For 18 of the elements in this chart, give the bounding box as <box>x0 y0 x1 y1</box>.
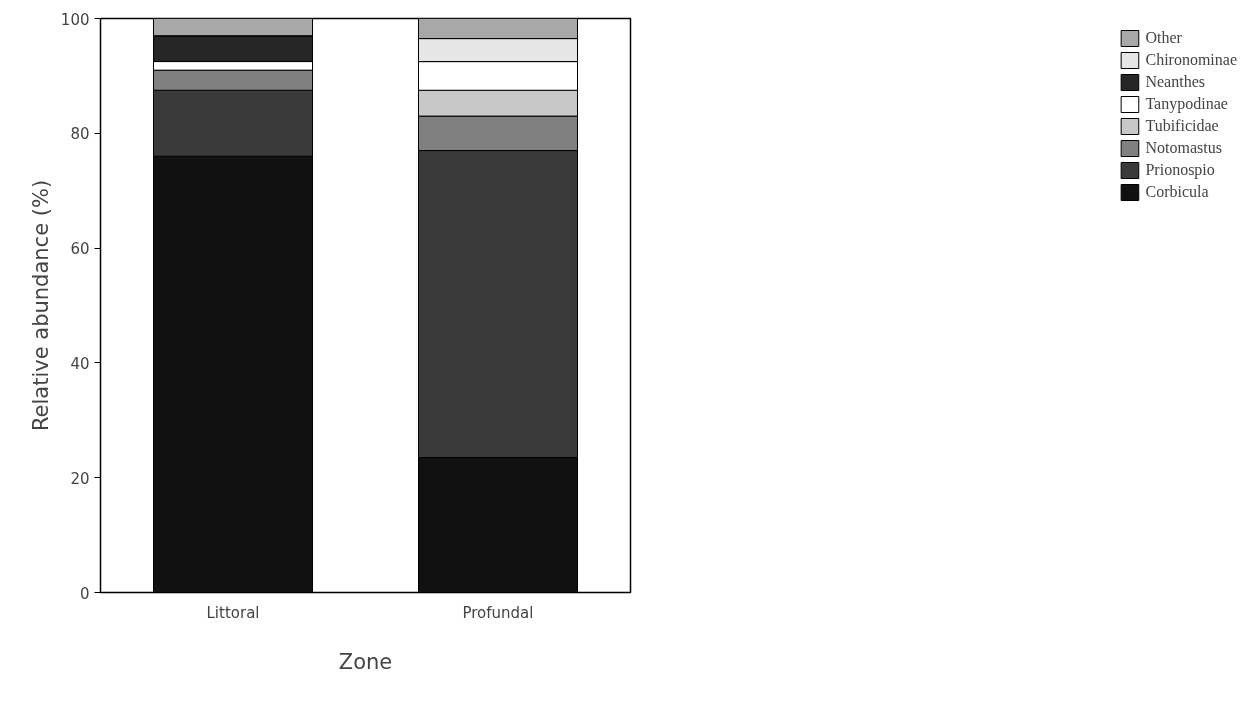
legend-label: Other <box>1145 29 1182 47</box>
legend-label: Notomastus <box>1145 139 1222 157</box>
legend-label: Chironominae <box>1145 51 1237 69</box>
y-tick-label: 20 <box>70 469 90 488</box>
x-tick-label: Profundal <box>462 603 534 622</box>
legend-label: Neanthes <box>1145 73 1205 91</box>
legend-label: Prionospio <box>1145 161 1215 179</box>
y-tick-label: 0 <box>79 584 90 603</box>
x-axis-title: Zone <box>338 649 393 674</box>
y-tick-label: 60 <box>70 240 90 259</box>
y-axis-title: Relative abundance (%) <box>28 179 53 432</box>
y-tick-label: 100 <box>60 10 90 29</box>
legend-label: Tubificidae <box>1145 117 1219 135</box>
y-tick-label: 80 <box>70 125 90 144</box>
legend-label: Tanypodinae <box>1145 95 1228 113</box>
legend-label: Corbicula <box>1145 183 1209 201</box>
x-tick-label: Littoral <box>206 603 260 622</box>
y-tick-label: 40 <box>70 354 90 373</box>
